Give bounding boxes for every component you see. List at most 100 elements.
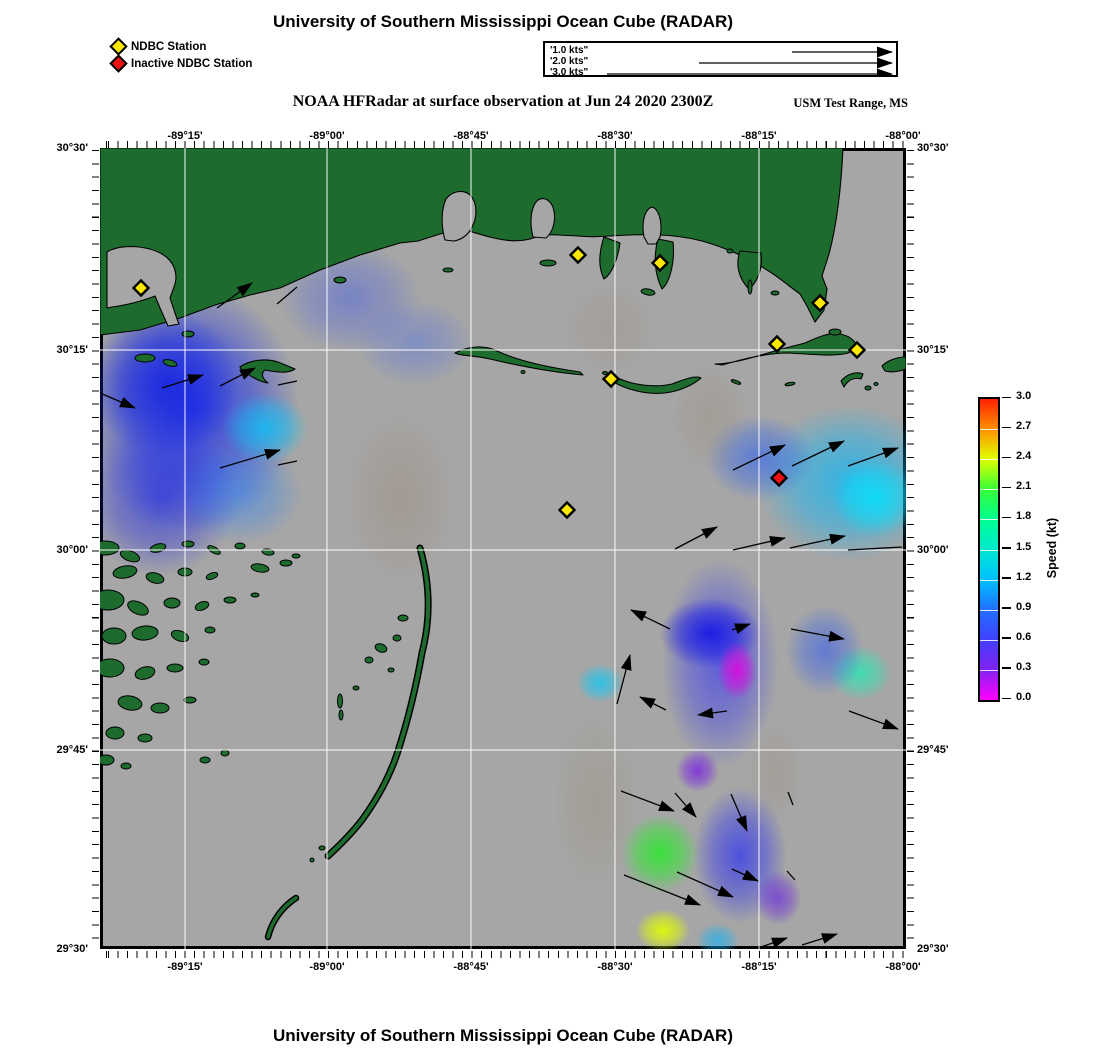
- islet: [337, 693, 343, 709]
- ndbc-legend: NDBC Station Inactive NDBC Station: [109, 37, 252, 73]
- islet: [374, 643, 388, 653]
- islet: [397, 614, 409, 622]
- islet: [520, 370, 526, 374]
- islet: [392, 634, 402, 642]
- colorbar-tick-label: 0.9: [1016, 600, 1032, 613]
- colorbar-divider: [980, 639, 998, 641]
- inactive-ndbc-station-marker: [769, 468, 789, 488]
- speed-blob: [340, 288, 490, 398]
- ndbc-station-marker: [650, 253, 670, 273]
- colorbar-tick: [1002, 637, 1011, 639]
- islet: [162, 359, 178, 367]
- speed-blob: [740, 708, 810, 838]
- current-vector: [623, 874, 701, 906]
- islet: [250, 592, 260, 598]
- lat-label-left: 30°15': [56, 344, 89, 356]
- islet: [100, 658, 125, 678]
- islet: [338, 709, 344, 721]
- current-vector: [277, 380, 298, 386]
- islet: [640, 288, 656, 296]
- lon-label-bottom: -89°15': [167, 961, 203, 973]
- islet: [100, 589, 125, 611]
- colorbar-divider: [980, 489, 998, 491]
- colorbar-tick-label: 2.4: [1016, 450, 1032, 463]
- scale-label-1kt: '1.0 kts": [550, 45, 589, 56]
- islet: [183, 696, 197, 704]
- islet: [127, 600, 149, 616]
- speed-blob: [610, 803, 710, 903]
- islet: [352, 685, 360, 691]
- colorbar-divider: [980, 669, 998, 671]
- current-vector: [674, 526, 718, 550]
- speed-blob: [712, 633, 762, 708]
- speed-field-layer: [100, 148, 906, 949]
- ndbc-station-marker: [810, 293, 830, 313]
- back-bay-biloxi: [530, 198, 556, 239]
- speed-blob: [570, 658, 630, 708]
- current-vector: [790, 628, 845, 642]
- lon-label-top: -89°00': [309, 130, 345, 142]
- lat-label-left: 29°30': [56, 943, 89, 955]
- current-vector: [616, 654, 632, 705]
- speed-blob: [330, 388, 470, 608]
- current-vector: [787, 791, 794, 806]
- speed-blob: [540, 688, 650, 918]
- islet: [163, 597, 181, 609]
- lon-label-bottom: -88°00': [885, 961, 921, 973]
- lat-label-left: 30°30': [56, 142, 89, 154]
- bay-st-louis: [441, 190, 477, 242]
- colorbar-tick-label: 0.0: [1016, 691, 1032, 703]
- scale-label-2kt: '2.0 kts": [550, 56, 589, 67]
- colorbar-tick: [1002, 697, 1011, 699]
- islet: [134, 666, 156, 680]
- islet: [150, 702, 170, 714]
- left-axis-ticks: [92, 148, 99, 949]
- top-axis-ticks: [100, 141, 906, 148]
- islet: [112, 565, 138, 579]
- chandeleur-islands: [264, 544, 432, 941]
- islet: [828, 328, 842, 336]
- colorbar-tick: [1002, 486, 1011, 489]
- colorbar-divider: [980, 519, 998, 521]
- scale-arrows: [607, 46, 893, 75]
- current-vector: [786, 870, 796, 881]
- horn-island: [611, 376, 702, 394]
- colorbar-tick: [1002, 577, 1011, 579]
- legend-item-ndbc: NDBC Station: [109, 37, 252, 56]
- current-vector: [848, 710, 899, 730]
- colorbar-tick-label: 0.3: [1016, 660, 1032, 673]
- current-vector: [847, 546, 903, 551]
- colorbar-tick-label: 2.7: [1016, 420, 1032, 433]
- speed-blob: [690, 403, 830, 513]
- legend-item-inactive-ndbc: Inactive NDBC Station: [109, 54, 252, 73]
- islet: [318, 845, 326, 851]
- current-vector: [789, 533, 846, 549]
- colorbar-tick-label: 1.2: [1016, 570, 1032, 583]
- islet: [170, 629, 190, 643]
- lon-label-top: -88°45': [453, 130, 489, 142]
- islet: [101, 627, 127, 645]
- colorbar-tick: [1002, 426, 1011, 429]
- colorbar-tick: [1002, 607, 1011, 609]
- islet: [137, 733, 153, 743]
- page-title: University of Southern Mississippi Ocean…: [272, 12, 733, 31]
- ndbc-station-diamond-icon: [109, 37, 128, 56]
- land-layer: [100, 148, 906, 941]
- current-vector: [639, 696, 667, 711]
- speed-blob: [775, 593, 875, 708]
- fort-morgan-peninsula: [881, 356, 906, 373]
- islet: [199, 756, 211, 764]
- colorbar-divider: [980, 609, 998, 611]
- lat-label-left: 29°45': [56, 744, 89, 756]
- current-vector: [674, 792, 697, 818]
- lat-label-right: 30°15': [917, 344, 949, 356]
- lon-label-top: -88°15': [741, 130, 777, 142]
- ndbc-station-marker: [767, 334, 787, 354]
- islet: [770, 290, 780, 296]
- lon-label-bottom: -88°15': [741, 961, 777, 973]
- islet: [100, 540, 120, 556]
- map-subtitle: NOAA HFRadar at surface observation at J…: [292, 93, 714, 110]
- islet: [234, 542, 246, 550]
- speed-blob: [550, 268, 670, 388]
